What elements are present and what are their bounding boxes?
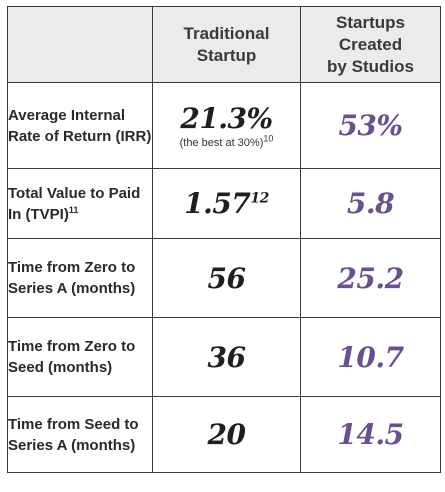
value-traditional-irr-number: 21.3% xyxy=(180,102,273,135)
row-tvpi: Total Value to Paid In (TVPI)11 1.5712 5… xyxy=(7,168,441,239)
tvpi-value-footnote: 12 xyxy=(250,190,269,207)
value-studio-irr: 53% xyxy=(300,82,441,169)
header-traditional-startup: Traditional Startup xyxy=(152,6,301,83)
value-traditional-zero-to-series-a: 56 xyxy=(152,238,301,318)
value-studio-zero-to-seed: 10.7 xyxy=(300,317,441,397)
value-traditional-tvpi-number: 1.57 xyxy=(184,187,251,220)
value-studio-seed-to-series-a: 14.5 xyxy=(300,396,441,473)
header-studio-startups: Startups Created by Studios xyxy=(300,6,441,83)
header-studio-line-3: by Studios xyxy=(327,56,414,76)
row-seed-to-series-a: Time from Seed to Series A (months) 20 1… xyxy=(7,396,441,473)
row-label-zero-to-series-a: Time from Zero to Series A (months) xyxy=(7,238,153,318)
value-studio-zero-to-series-a: 25.2 xyxy=(300,238,441,318)
row-zero-to-seed: Time from Zero to Seed (months) 36 10.7 xyxy=(7,317,441,397)
header-studio-line-2: Created xyxy=(338,34,403,54)
header-row: Traditional Startup Startups Created by … xyxy=(7,6,441,83)
value-traditional-zero-to-seed: 36 xyxy=(152,317,301,397)
comparison-table: Traditional Startup Startups Created by … xyxy=(7,6,441,473)
row-label-seed-to-series-a: Time from Seed to Series A (months) xyxy=(7,396,153,473)
value-traditional-tvpi: 1.5712 xyxy=(152,168,301,239)
row-label-tvpi-text: Total Value to Paid In (TVPI) xyxy=(8,184,141,223)
header-traditional-line-2: Startup xyxy=(196,45,257,65)
value-studio-tvpi: 5.8 xyxy=(300,168,441,239)
row-label-irr: Average Internal Rate of Return (IRR) xyxy=(7,82,153,169)
irr-note: (the best at 30%)10 xyxy=(153,134,300,149)
row-irr: Average Internal Rate of Return (IRR) 21… xyxy=(7,82,441,169)
row-label-tvpi: Total Value to Paid In (TVPI)11 xyxy=(7,168,153,239)
header-studio-line-1: Startups xyxy=(336,12,405,32)
value-traditional-seed-to-series-a: 20 xyxy=(152,396,301,473)
header-traditional-line-1: Traditional xyxy=(183,23,270,43)
irr-note-footnote: 10 xyxy=(263,133,274,144)
value-traditional-irr: 21.3% (the best at 30%)10 xyxy=(152,82,301,169)
tvpi-label-footnote: 11 xyxy=(68,204,79,215)
header-empty-cell xyxy=(7,6,153,83)
row-label-zero-to-seed: Time from Zero to Seed (months) xyxy=(7,317,153,397)
irr-note-text: (the best at 30%) xyxy=(179,137,264,149)
row-zero-to-series-a: Time from Zero to Series A (months) 56 2… xyxy=(7,238,441,318)
